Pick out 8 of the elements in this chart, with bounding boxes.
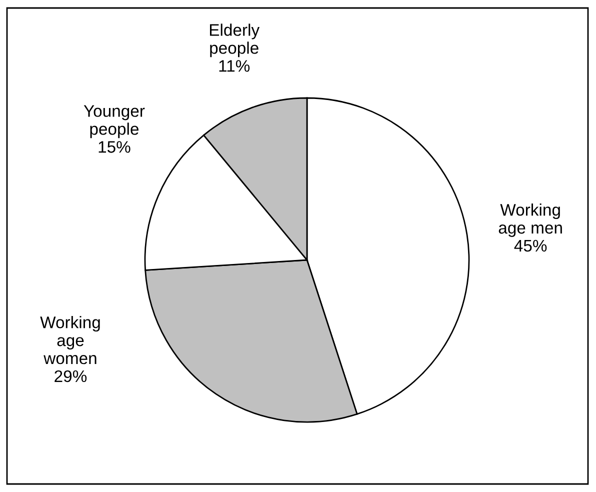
data-label: 29%: [54, 370, 87, 382]
slice-label: Working age men: [498, 204, 562, 237]
data-label: 45%: [514, 240, 547, 252]
slice-label: Younger people: [84, 105, 145, 138]
data-label: 11%: [219, 60, 250, 72]
slice-label: Elderly people: [210, 24, 260, 58]
data-label: 15%: [98, 141, 130, 153]
slice-label: Working age women: [40, 316, 100, 364]
